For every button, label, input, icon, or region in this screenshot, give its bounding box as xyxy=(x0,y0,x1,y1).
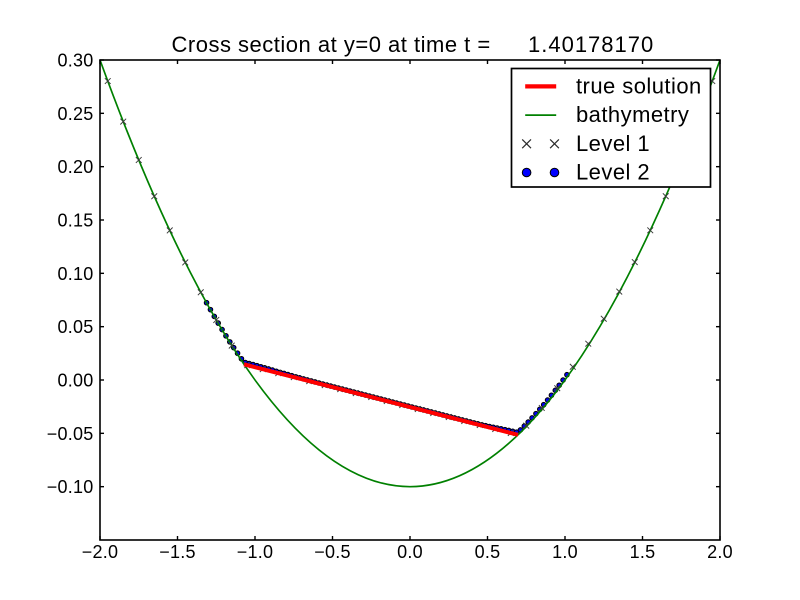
svg-text:−1.5: −1.5 xyxy=(159,542,196,562)
svg-text:−0.5: −0.5 xyxy=(314,542,351,562)
svg-text:0.20: 0.20 xyxy=(57,157,93,177)
svg-text:−0.05: −0.05 xyxy=(47,424,94,444)
svg-text:0.30: 0.30 xyxy=(57,51,93,71)
svg-text:−2.0: −2.0 xyxy=(82,542,119,562)
svg-text:1.40178170: 1.40178170 xyxy=(528,32,654,57)
svg-text:1.0: 1.0 xyxy=(552,542,578,562)
svg-text:bathymetry: bathymetry xyxy=(576,102,689,127)
svg-text:0.05: 0.05 xyxy=(57,317,93,337)
svg-text:0.00: 0.00 xyxy=(57,371,93,391)
svg-text:0.15: 0.15 xyxy=(57,211,93,231)
svg-text:Level 1: Level 1 xyxy=(576,131,650,156)
svg-text:−0.10: −0.10 xyxy=(47,477,94,497)
svg-text:0.25: 0.25 xyxy=(57,104,93,124)
svg-text:true solution: true solution xyxy=(576,74,702,99)
svg-text:Cross section at y=0 at time t: Cross section at y=0 at time t = xyxy=(172,32,491,57)
svg-text:0.5: 0.5 xyxy=(475,542,501,562)
svg-text:0.10: 0.10 xyxy=(57,264,93,284)
svg-text:Level 2: Level 2 xyxy=(576,160,650,185)
svg-text:−1.0: −1.0 xyxy=(237,542,274,562)
svg-text:2.0: 2.0 xyxy=(707,542,733,562)
svg-text:0.0: 0.0 xyxy=(397,542,423,562)
svg-text:1.5: 1.5 xyxy=(630,542,656,562)
